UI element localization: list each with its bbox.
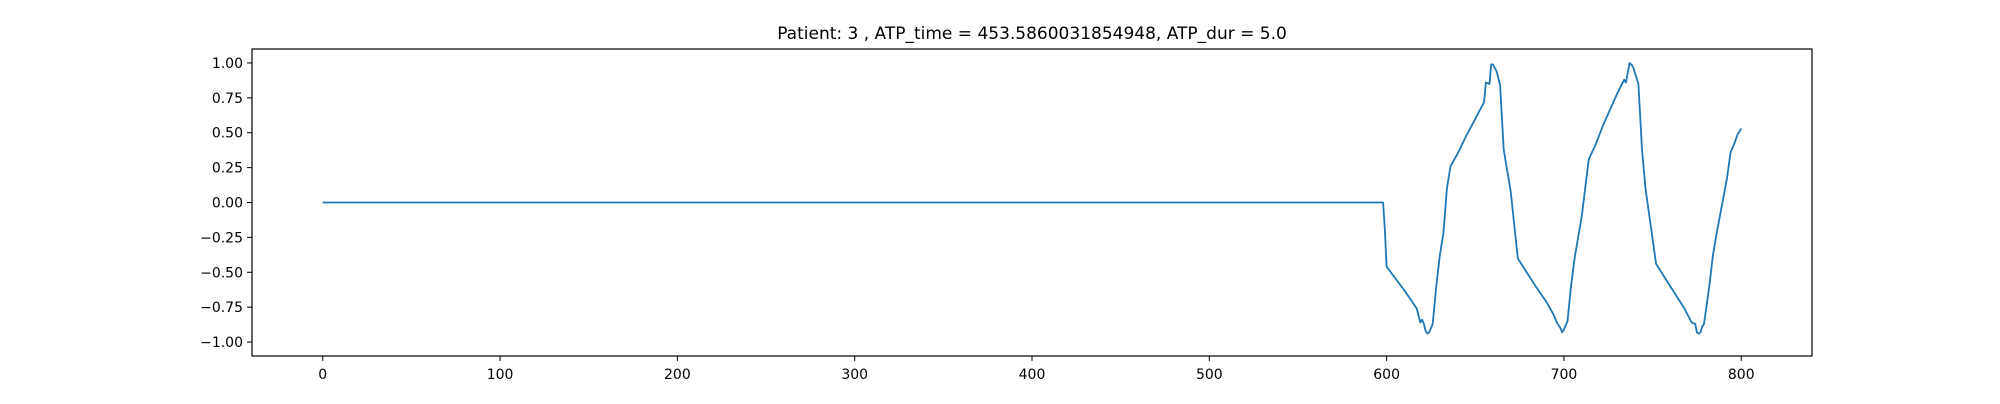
y-tick-label: −1.00 [200,335,243,351]
chart-title: Patient: 3 , ATP_time = 453.586003185494… [777,24,1287,44]
x-tick-label: 300 [841,367,868,383]
y-tick-label: −0.25 [200,230,243,246]
y-tick-label: 0.50 [212,126,243,142]
y-axis: −1.00 −0.75 −0.50 −0.25 0.00 0.25 0.50 0.75 1.00 [200,56,252,351]
x-tick-label: 500 [1196,367,1223,383]
series-line [322,62,1743,335]
x-tick-label: 400 [1019,367,1046,383]
x-tick-label: 700 [1551,367,1578,383]
y-tick-label: 0.25 [212,161,243,177]
x-tick-label: 200 [664,367,691,383]
plot-area-frame [251,48,1813,357]
series-layer [322,62,1743,335]
x-tick-label: 800 [1728,367,1755,383]
x-tick-label: 100 [487,367,514,383]
y-tick-label: 0.00 [212,196,243,212]
y-tick-label: 0.75 [212,91,243,107]
x-tick-label: 600 [1373,367,1400,383]
x-axis: 0 100 200 300 400 500 600 700 800 [318,356,1755,383]
y-tick-label: −0.75 [200,300,243,316]
x-tick-label: 0 [318,367,327,383]
y-tick-label: −0.50 [200,265,243,281]
y-tick-label: 1.00 [212,56,243,72]
